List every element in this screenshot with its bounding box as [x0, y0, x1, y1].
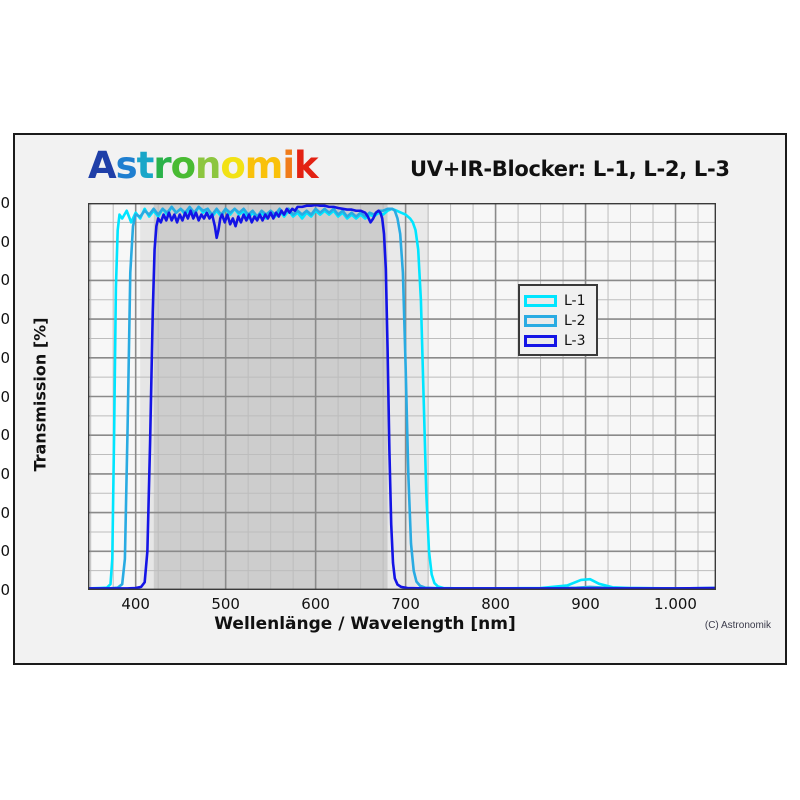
logo-letter-0: A [88, 144, 117, 187]
y-tick-label: 30 [0, 464, 10, 483]
x-tick-label: 700 [391, 595, 420, 613]
astronomik-logo: Astronomik [88, 144, 319, 187]
logo-letter-7: m [244, 144, 284, 187]
logo-letter-6: o [220, 144, 245, 187]
legend-label: L-1 [564, 293, 586, 309]
y-tick-label: 0 [0, 581, 10, 599]
y-tick-label: 70 [0, 310, 10, 329]
legend-label: L-3 [564, 333, 586, 349]
x-tick-label: 900 [571, 595, 600, 613]
y-tick-label: 10 [0, 542, 10, 561]
legend-item-l-1[interactable]: L-1 [524, 291, 592, 311]
y-axis-title: Transmission [%] [30, 317, 50, 472]
series-line-l-2 [88, 205, 716, 590]
y-tick-label: 50 [0, 387, 10, 406]
legend-swatch-l-2 [524, 315, 557, 327]
logo-letter-1: s [115, 144, 138, 187]
legend-swatch-l-3 [524, 335, 557, 347]
legend-swatch-l-1 [524, 295, 557, 307]
legend-label: L-2 [564, 313, 586, 329]
series-line-l-3 [88, 203, 716, 590]
x-tick-label: 1.000 [654, 595, 697, 613]
logo-letter-8: i [282, 144, 295, 187]
y-tick-label: 60 [0, 348, 10, 367]
x-tick-label: 400 [121, 595, 150, 613]
plot-area: 0 10 20 30 40 50 60 70 80 90 100 400 500 600 700 800 900… [0, 194, 716, 613]
x-tick-label: 800 [481, 595, 510, 613]
x-tick-label: 500 [211, 595, 240, 613]
logo-letter-2: t [136, 144, 155, 187]
legend-item-l-2[interactable]: L-2 [524, 311, 592, 331]
copyright-note: (C) Astronomik [704, 620, 771, 631]
x-axis-title: Wellenlänge / Wavelength [nm] [214, 614, 516, 634]
legend-item-l-3[interactable]: L-3 [524, 331, 592, 351]
y-tick-label: 80 [0, 271, 10, 290]
y-tick-label: 90 [0, 232, 10, 251]
y-tick-label: 20 [0, 503, 10, 522]
transmission-plot [88, 203, 716, 590]
y-tick-label: 100 [0, 194, 10, 212]
plot-frame [88, 203, 716, 590]
chart-card: Astronomik UV+IR-Blocker: L-1, L-2, L-3 … [0, 133, 787, 665]
x-tick-label: 600 [301, 595, 330, 613]
logo-letter-5: n [195, 144, 221, 187]
chart-title: UV+IR-Blocker: L-1, L-2, L-3 [410, 157, 730, 181]
logo-letter-9: k [294, 144, 319, 187]
y-tick-label: 40 [0, 426, 10, 445]
logo-letter-4: o [170, 144, 196, 187]
logo-letter-3: r [153, 144, 171, 187]
chart-legend: L-1 L-2 L-3 [518, 284, 598, 356]
